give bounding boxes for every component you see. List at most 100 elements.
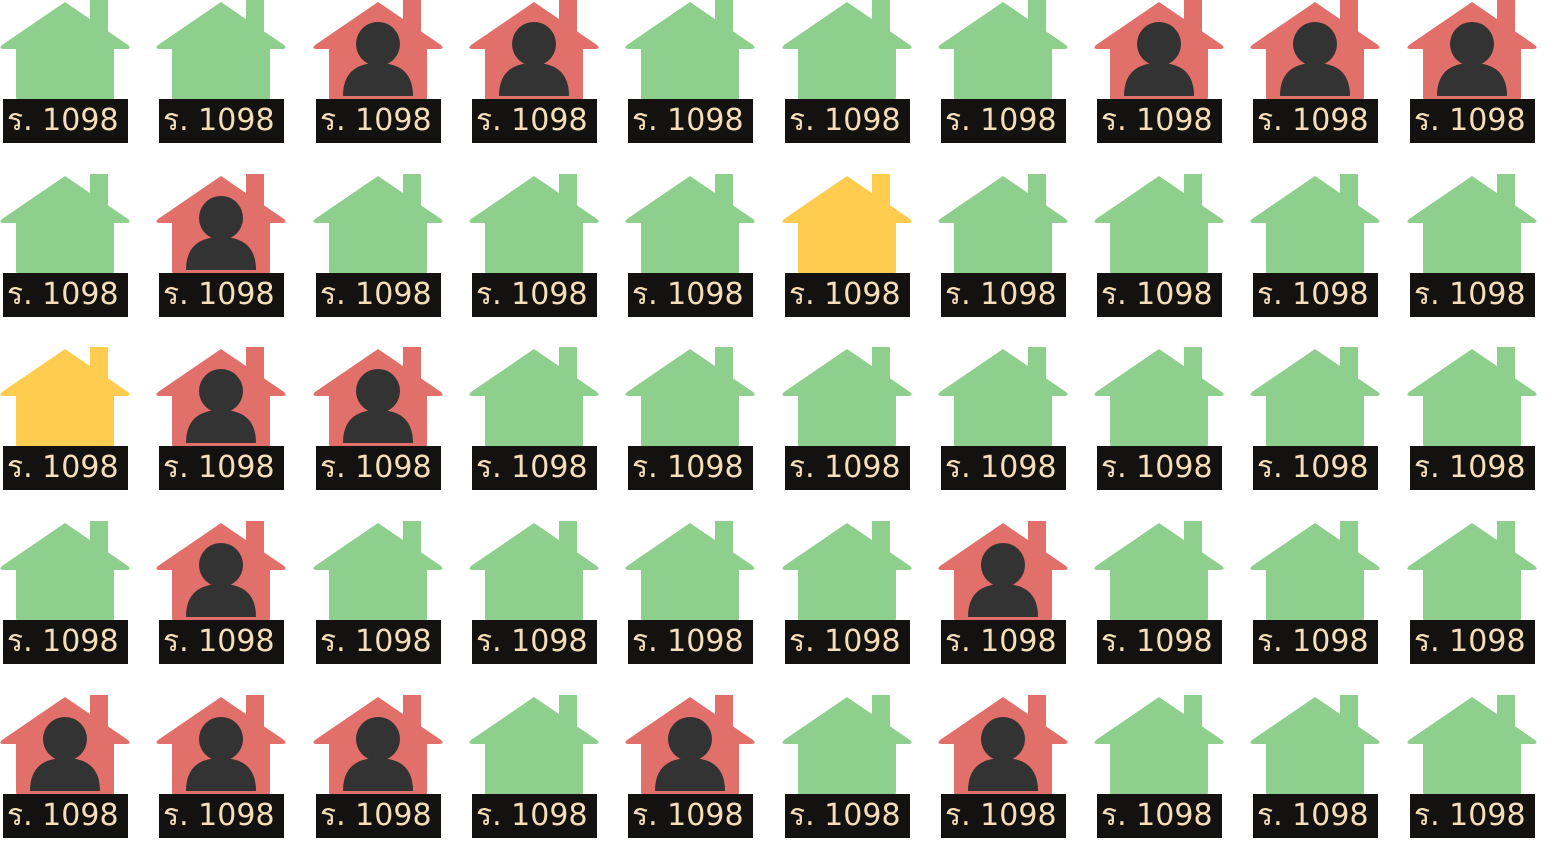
house-tile-vacant[interactable]: ร. 1098 bbox=[782, 347, 912, 492]
person-body-shape bbox=[186, 410, 256, 443]
house-label: ร. 1098 bbox=[159, 446, 284, 490]
house-tile-occupied[interactable]: ร. 1098 bbox=[938, 695, 1068, 840]
house-icon bbox=[1250, 521, 1380, 621]
house-icon bbox=[938, 174, 1068, 274]
house-label: ร. 1098 bbox=[1253, 794, 1378, 838]
house-tile-vacant[interactable]: ร. 1098 bbox=[1094, 174, 1224, 319]
house-icon bbox=[1407, 347, 1537, 447]
house-tile-vacant[interactable]: ร. 1098 bbox=[1250, 695, 1380, 840]
house-tile-vacant[interactable]: ร. 1098 bbox=[1407, 695, 1537, 840]
house-icon bbox=[1094, 521, 1224, 621]
person-head-shape bbox=[981, 543, 1025, 587]
house-body-shape bbox=[625, 2, 755, 100]
house-body-shape bbox=[156, 2, 286, 100]
house-icon bbox=[625, 521, 755, 621]
house-label: ร. 1098 bbox=[1253, 99, 1378, 143]
house-tile-occupied[interactable]: ร. 1098 bbox=[0, 695, 130, 840]
house-tile-reserved[interactable]: ร. 1098 bbox=[0, 347, 130, 492]
house-icon bbox=[938, 695, 1068, 795]
house-label: ร. 1098 bbox=[941, 794, 1066, 838]
house-body-shape bbox=[938, 349, 1068, 447]
house-icon bbox=[156, 695, 286, 795]
house-icon bbox=[1250, 347, 1380, 447]
house-tile-vacant[interactable]: ร. 1098 bbox=[625, 0, 755, 145]
person-body-shape bbox=[655, 758, 725, 791]
house-tile-vacant[interactable]: ร. 1098 bbox=[1250, 174, 1380, 319]
house-tile-vacant[interactable]: ร. 1098 bbox=[469, 695, 599, 840]
house-label: ร. 1098 bbox=[472, 794, 597, 838]
house-tile-occupied[interactable]: ร. 1098 bbox=[625, 695, 755, 840]
house-body-shape bbox=[0, 2, 130, 100]
house-tile-vacant[interactable]: ร. 1098 bbox=[938, 347, 1068, 492]
house-label: ร. 1098 bbox=[316, 273, 441, 317]
house-tile-occupied[interactable]: ร. 1098 bbox=[938, 521, 1068, 666]
house-tile-vacant[interactable]: ร. 1098 bbox=[625, 347, 755, 492]
house-icon bbox=[782, 347, 912, 447]
house-icon bbox=[0, 174, 130, 274]
house-tile-occupied[interactable]: ร. 1098 bbox=[1250, 0, 1380, 145]
house-body-shape bbox=[625, 349, 755, 447]
house-body-shape bbox=[313, 176, 443, 274]
house-label: ร. 1098 bbox=[159, 620, 284, 664]
house-body-shape bbox=[1094, 523, 1224, 621]
house-label: ร. 1098 bbox=[1410, 446, 1535, 490]
house-tile-occupied[interactable]: ร. 1098 bbox=[1407, 0, 1537, 145]
house-tile-vacant[interactable]: ร. 1098 bbox=[469, 174, 599, 319]
person-icon bbox=[499, 22, 569, 96]
house-label: ร. 1098 bbox=[1097, 99, 1222, 143]
house-tile-vacant[interactable]: ร. 1098 bbox=[469, 521, 599, 666]
house-tile-vacant[interactable]: ร. 1098 bbox=[1250, 347, 1380, 492]
house-tile-vacant[interactable]: ร. 1098 bbox=[782, 0, 912, 145]
house-tile-occupied[interactable]: ร. 1098 bbox=[156, 174, 286, 319]
house-icon bbox=[0, 521, 130, 621]
house-tile-vacant[interactable]: ร. 1098 bbox=[0, 174, 130, 319]
house-tile-vacant[interactable]: ร. 1098 bbox=[625, 521, 755, 666]
house-tile-vacant[interactable]: ร. 1098 bbox=[782, 521, 912, 666]
person-body-shape bbox=[1437, 63, 1507, 96]
person-head-shape bbox=[356, 717, 400, 761]
house-icon bbox=[1407, 695, 1537, 795]
house-tile-occupied[interactable]: ร. 1098 bbox=[469, 0, 599, 145]
house-tile-occupied[interactable]: ร. 1098 bbox=[156, 347, 286, 492]
house-tile-reserved[interactable]: ร. 1098 bbox=[782, 174, 912, 319]
house-tile-occupied[interactable]: ร. 1098 bbox=[313, 0, 443, 145]
house-label: ร. 1098 bbox=[472, 446, 597, 490]
house-tile-vacant[interactable]: ร. 1098 bbox=[0, 0, 130, 145]
person-body-shape bbox=[30, 758, 100, 791]
house-icon bbox=[625, 695, 755, 795]
house-tile-vacant[interactable]: ร. 1098 bbox=[625, 174, 755, 319]
house-tile-vacant[interactable]: ร. 1098 bbox=[938, 0, 1068, 145]
house-tile-vacant[interactable]: ร. 1098 bbox=[1407, 174, 1537, 319]
house-icon bbox=[1407, 521, 1537, 621]
house-label: ร. 1098 bbox=[628, 99, 753, 143]
house-tile-vacant[interactable]: ร. 1098 bbox=[0, 521, 130, 666]
house-label: ร. 1098 bbox=[1253, 446, 1378, 490]
house-tile-occupied[interactable]: ร. 1098 bbox=[313, 695, 443, 840]
house-icon bbox=[1407, 174, 1537, 274]
house-tile-occupied[interactable]: ร. 1098 bbox=[1094, 0, 1224, 145]
person-head-shape bbox=[1450, 22, 1494, 66]
house-tile-vacant[interactable]: ร. 1098 bbox=[469, 347, 599, 492]
house-tile-vacant[interactable]: ร. 1098 bbox=[1094, 695, 1224, 840]
house-tile-vacant[interactable]: ร. 1098 bbox=[1407, 521, 1537, 666]
house-label: ร. 1098 bbox=[3, 794, 128, 838]
person-body-shape bbox=[186, 758, 256, 791]
house-tile-vacant[interactable]: ร. 1098 bbox=[313, 174, 443, 319]
house-tile-vacant[interactable]: ร. 1098 bbox=[156, 0, 286, 145]
house-icon bbox=[938, 347, 1068, 447]
person-body-shape bbox=[968, 584, 1038, 617]
house-tile-vacant[interactable]: ร. 1098 bbox=[313, 521, 443, 666]
house-tile-vacant[interactable]: ร. 1098 bbox=[1094, 347, 1224, 492]
house-tile-vacant[interactable]: ร. 1098 bbox=[1094, 521, 1224, 666]
house-tile-occupied[interactable]: ร. 1098 bbox=[156, 521, 286, 666]
person-icon bbox=[186, 717, 256, 791]
house-tile-occupied[interactable]: ร. 1098 bbox=[156, 695, 286, 840]
house-tile-vacant[interactable]: ร. 1098 bbox=[782, 695, 912, 840]
house-icon bbox=[1250, 0, 1380, 100]
house-icon bbox=[938, 0, 1068, 100]
house-tile-occupied[interactable]: ร. 1098 bbox=[313, 347, 443, 492]
house-tile-vacant[interactable]: ร. 1098 bbox=[1407, 347, 1537, 492]
house-tile-vacant[interactable]: ร. 1098 bbox=[1250, 521, 1380, 666]
house-icon bbox=[469, 0, 599, 100]
house-tile-vacant[interactable]: ร. 1098 bbox=[938, 174, 1068, 319]
